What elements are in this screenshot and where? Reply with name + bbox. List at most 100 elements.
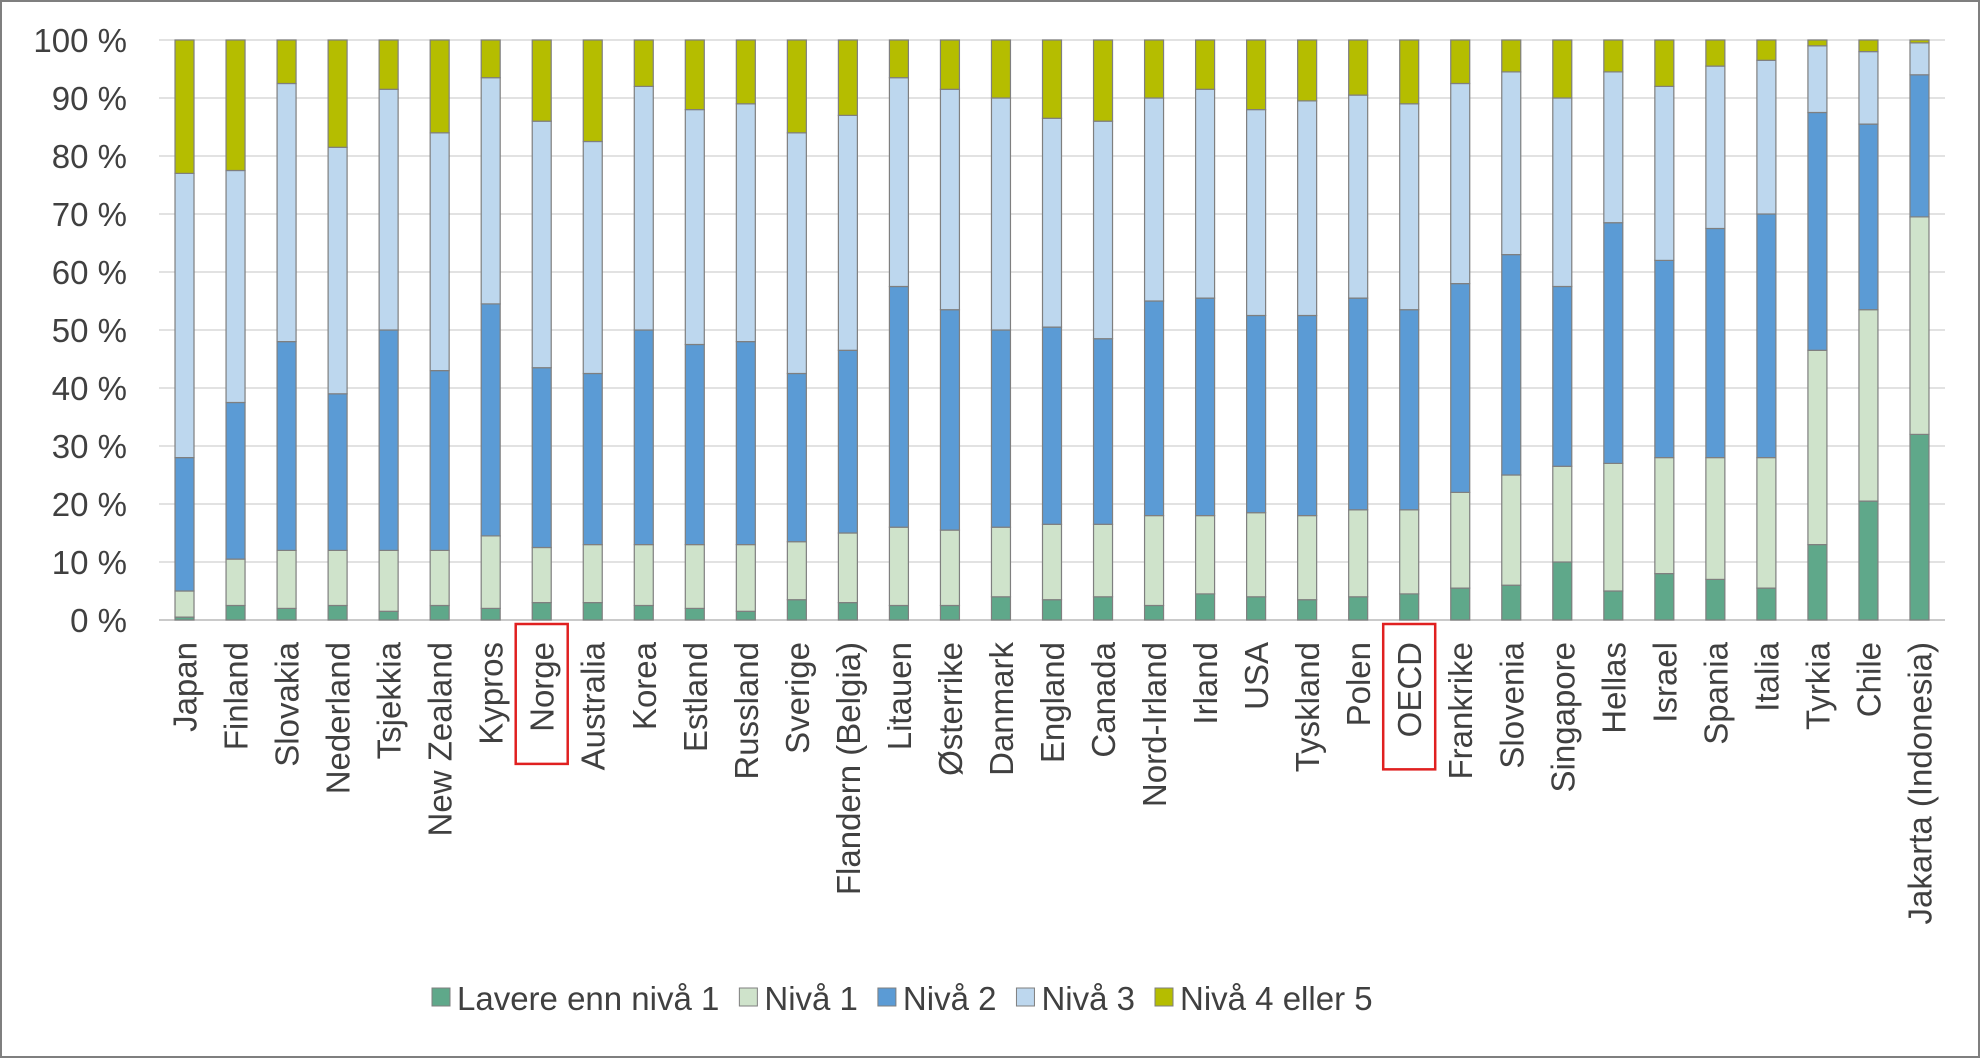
bar-segment: [1603, 39, 1624, 73]
x-tick-label: New Zealand: [422, 642, 459, 836]
bar-stack: [633, 39, 654, 621]
bar-segment: [582, 39, 603, 143]
bar-segment: [378, 88, 399, 331]
bar-segment: [1194, 593, 1216, 621]
bar-segment: [582, 140, 603, 375]
x-axis-labels: Japan Finland Slovakia Nederland Tsjekkia New…: [167, 622, 1938, 924]
bar-segment: [1654, 39, 1675, 88]
bar-stack: [582, 39, 603, 621]
bar-segment: [786, 372, 807, 543]
bar-segment: [837, 114, 858, 351]
bar-segment: [1858, 123, 1879, 311]
bar-segment: [735, 103, 756, 343]
y-tick-label: 50 %: [52, 312, 127, 349]
bar-segment: [225, 169, 246, 404]
bar-segment: [327, 39, 348, 148]
bar-segment: [1756, 213, 1777, 459]
bar-segment: [1297, 314, 1318, 517]
x-tick-label: Jakarta (Indonesia): [1901, 642, 1938, 924]
bar-segment: [1348, 297, 1369, 511]
bar-segment: [1092, 120, 1114, 340]
bar-segment: [480, 39, 501, 79]
highlight-box: [1381, 622, 1437, 771]
bar-stack: [735, 39, 756, 621]
bar-segment: [1501, 254, 1522, 476]
bar-segment: [1807, 39, 1828, 47]
bar-segment: [1756, 59, 1777, 215]
bar-stack: [276, 39, 297, 621]
bar-segment: [1552, 465, 1573, 563]
bar-segment: [378, 610, 399, 621]
bar-segment: [786, 599, 807, 621]
bar-segment: [1909, 42, 1930, 76]
bar-segment: [1654, 457, 1675, 575]
bar-segment: [837, 39, 858, 117]
bar-segment: [276, 39, 297, 85]
bar-segment: [939, 309, 961, 531]
bar-stack: [225, 39, 246, 621]
bar-segment: [1654, 572, 1675, 621]
bar-stack: [1654, 39, 1675, 621]
y-tick-label: 0 %: [70, 602, 127, 639]
bar-segment: [888, 77, 910, 288]
bar-segment: [939, 604, 961, 621]
bar-segment: [225, 39, 246, 172]
bar-segment: [1705, 457, 1726, 581]
x-tick-label: Slovenia: [1493, 641, 1530, 768]
bar-segment: [1909, 74, 1930, 218]
bar-segment: [1909, 433, 1930, 621]
legend-item: Nivå 1: [738, 980, 858, 1017]
x-tick-label: Chile: [1850, 642, 1887, 717]
bar-segment: [1194, 39, 1216, 90]
legend-swatch: [738, 987, 758, 1007]
bar-segment: [939, 529, 961, 607]
bar-segment: [1705, 578, 1726, 621]
bar-segment: [429, 370, 450, 552]
bar-segment: [1348, 94, 1369, 299]
x-tick-label: Finland: [218, 642, 255, 750]
bar-segment: [174, 39, 195, 174]
bar-segment: [1501, 39, 1522, 73]
bar-segment: [225, 604, 246, 621]
bar-segment: [327, 146, 348, 395]
x-tick-label: Sverige: [779, 642, 816, 754]
bar-segment: [1092, 338, 1114, 525]
bar-segment: [1143, 39, 1165, 99]
bar-segment: [1756, 457, 1777, 589]
bar-segment: [888, 604, 910, 621]
bar-segment: [939, 88, 961, 311]
y-tick-label: 100 %: [33, 22, 127, 59]
bar-segment: [327, 393, 348, 551]
bar-stack: [1552, 39, 1573, 621]
x-tick-label: Danmark: [983, 642, 1020, 776]
bar-segment: [735, 341, 756, 546]
bar-segment: [531, 367, 552, 549]
bar-segment: [1246, 512, 1267, 598]
bar-segment: [1297, 599, 1318, 621]
x-tick-label: OECD: [1391, 642, 1428, 737]
bar-segment: [837, 532, 858, 604]
x-tick-label: Russland: [728, 642, 765, 780]
bar-segment: [531, 601, 552, 621]
x-tick-label: Flandern (Belgia): [830, 642, 867, 895]
bar-segment: [1552, 285, 1573, 467]
bar-segment: [1399, 103, 1420, 311]
x-tick-label: Estland: [677, 642, 714, 752]
bar-segment: [1603, 222, 1624, 464]
bar-stack: [174, 39, 195, 621]
bar-segment: [1654, 85, 1675, 262]
bar-segment: [888, 285, 910, 528]
bar-segment: [1194, 297, 1216, 517]
x-tick-label: Italia: [1748, 641, 1785, 711]
bar-segment: [888, 526, 910, 607]
bars: [174, 39, 1930, 621]
y-axis-ticks: 0 % 10 % 20 % 30 % 40 % 50 % 60 % 70 % 80 % 90 % 1…: [33, 22, 127, 639]
bar-segment: [1909, 216, 1930, 435]
x-tick-label: Irland: [1187, 642, 1224, 725]
bar-segment: [225, 401, 246, 560]
bar-segment: [1041, 599, 1063, 621]
bar-stack: [888, 39, 910, 621]
bar-segment: [1194, 514, 1216, 595]
bar-segment: [633, 604, 654, 621]
bar-segment: [1399, 593, 1420, 621]
